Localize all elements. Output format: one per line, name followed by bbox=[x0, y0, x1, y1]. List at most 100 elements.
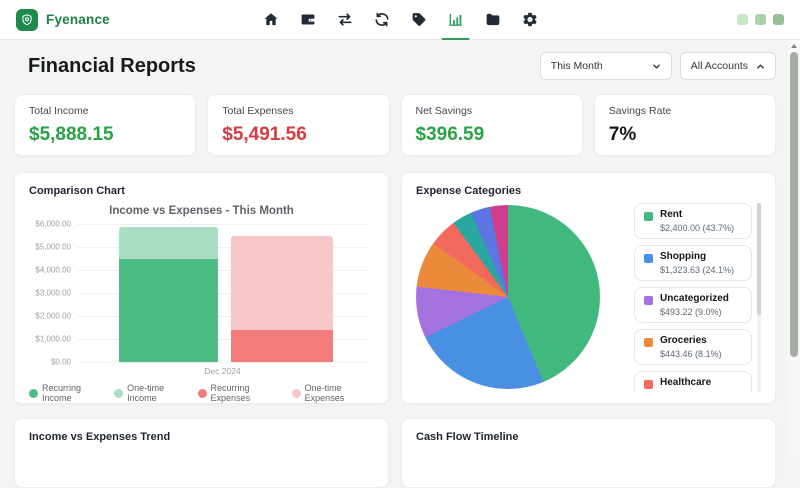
bar-segment-recurring-expenses bbox=[231, 329, 334, 362]
stat-label: Net Savings bbox=[415, 105, 473, 117]
nav-reports[interactable] bbox=[441, 0, 470, 40]
legend-label: One-time Income bbox=[127, 383, 165, 403]
gridline bbox=[77, 224, 368, 225]
stat-card: Net Savings $396.59 bbox=[400, 94, 583, 156]
wallet-icon bbox=[301, 14, 314, 25]
category-value: $2,400.00 (43.7%) bbox=[660, 223, 735, 233]
navbar: Fyenance bbox=[0, 0, 800, 40]
gridline bbox=[77, 339, 368, 340]
stat-label: Total Income bbox=[29, 105, 89, 117]
y-axis-tick: $5,000.00 bbox=[35, 242, 71, 252]
legend-label: One-time Expenses bbox=[304, 383, 345, 403]
page-scrollbar-thumb[interactable] bbox=[790, 52, 798, 357]
legend-label: Recurring Expenses bbox=[210, 383, 251, 403]
nav-categories[interactable] bbox=[407, 0, 431, 40]
stat-label: Total Expenses bbox=[222, 105, 294, 117]
period-select[interactable]: This Month bbox=[539, 52, 672, 80]
expense-card-title: Expense Categories bbox=[416, 185, 522, 197]
category-legend-item[interactable]: Healthcare bbox=[634, 371, 752, 393]
comparison-chart-card: Comparison Chart Income vs Expenses - Th… bbox=[14, 172, 389, 404]
income-bar[interactable] bbox=[119, 226, 219, 362]
comparison-card-title: Comparison Chart bbox=[29, 185, 125, 197]
category-text: Shopping $1,323.63 (24.1%) bbox=[660, 251, 734, 275]
category-swatch bbox=[644, 212, 653, 221]
gear-icon bbox=[522, 12, 537, 27]
gridline bbox=[77, 247, 368, 248]
nav-accounts[interactable] bbox=[296, 0, 320, 40]
category-label: Rent bbox=[660, 209, 683, 220]
nav-files[interactable] bbox=[481, 0, 505, 40]
category-label: Groceries bbox=[660, 335, 707, 346]
stats-row: Total Income $5,888.15 Total Expenses $5,49… bbox=[14, 94, 776, 156]
category-legend-item[interactable]: Shopping $1,323.63 (24.1%) bbox=[634, 245, 752, 281]
window-control-3[interactable] bbox=[773, 14, 784, 25]
bar-segment-one-time-income bbox=[119, 226, 219, 259]
y-axis-tick: $4,000.00 bbox=[35, 265, 71, 275]
page-scrollbar[interactable] bbox=[788, 40, 800, 457]
transfer-arrows-icon bbox=[337, 13, 352, 26]
category-swatch bbox=[644, 338, 653, 347]
bar-legend-item: One-time Expenses bbox=[291, 383, 374, 403]
nav-home[interactable] bbox=[259, 0, 283, 40]
category-value: $443.46 (8.1%) bbox=[660, 349, 722, 359]
chevron-down-icon bbox=[652, 63, 660, 69]
y-axis-tick: $0.00 bbox=[50, 357, 71, 367]
scroll-up-arrow-icon[interactable] bbox=[791, 44, 797, 48]
bar-legend-item: One-time Income bbox=[114, 383, 187, 403]
charts-row: Comparison Chart Income vs Expenses - Th… bbox=[14, 172, 776, 404]
trend-card-title: Income vs Expenses Trend bbox=[29, 431, 171, 443]
accounts-filter-button[interactable]: All Accounts bbox=[679, 52, 776, 80]
window-control-2[interactable] bbox=[755, 14, 766, 25]
window-control-1[interactable] bbox=[737, 14, 748, 25]
category-swatch bbox=[644, 380, 653, 389]
y-axis-tick: $1,000.00 bbox=[35, 334, 71, 344]
pie-legend: Rent $2,400.00 (43.7%) Shopping $1,323.63 (… bbox=[634, 203, 752, 393]
tag-icon bbox=[412, 13, 425, 26]
category-legend-item[interactable]: Groceries $443.46 (8.1%) bbox=[634, 329, 752, 365]
legend-scrollbar[interactable] bbox=[757, 203, 761, 393]
pie-chart[interactable] bbox=[416, 205, 600, 389]
nav-transactions[interactable] bbox=[333, 0, 357, 40]
nav-settings[interactable] bbox=[518, 0, 542, 40]
category-label: Shopping bbox=[660, 251, 707, 262]
gridline bbox=[77, 270, 368, 271]
category-value: $1,323.63 (24.1%) bbox=[660, 265, 735, 275]
chevron-up-icon bbox=[757, 63, 764, 69]
category-legend-item[interactable]: Rent $2,400.00 (43.7%) bbox=[634, 203, 752, 239]
category-legend-item[interactable]: Uncategorized $493.22 (9.0%) bbox=[634, 287, 752, 323]
pie-row: Rent $2,400.00 (43.7%) Shopping $1,323.63 (… bbox=[416, 203, 761, 393]
cashflow-card: Cash Flow Timeline bbox=[401, 418, 776, 488]
bar-chart-title: Income vs Expenses - This Month bbox=[109, 205, 294, 217]
bar-legend-item: Recurring Income bbox=[29, 383, 104, 403]
pie-legend-wrap: Rent $2,400.00 (43.7%) Shopping $1,323.63 (… bbox=[634, 203, 761, 393]
stat-value: $5,491.56 bbox=[222, 124, 307, 145]
bar-segment-one-time-expenses bbox=[231, 235, 334, 330]
legend-swatch bbox=[29, 388, 38, 398]
window-controls bbox=[737, 14, 784, 25]
accounts-filter-value: All Accounts bbox=[690, 60, 748, 72]
cashflow-card-title: Cash Flow Timeline bbox=[416, 431, 519, 443]
stat-value: $5,888.15 bbox=[29, 124, 114, 145]
stat-value: $396.59 bbox=[415, 124, 485, 145]
main-content: Financial Reports This Month All Account… bbox=[0, 40, 800, 488]
stat-card: Total Expenses $5,491.56 bbox=[207, 94, 390, 156]
expenses-bar[interactable] bbox=[231, 235, 334, 362]
gridline bbox=[77, 316, 368, 317]
stat-label: Savings Rate bbox=[608, 105, 672, 117]
gridline bbox=[77, 293, 368, 294]
legend-scrollbar-thumb[interactable] bbox=[757, 203, 761, 315]
shield-logo-icon bbox=[16, 8, 38, 31]
legend-label: Recurring Income bbox=[42, 383, 82, 403]
category-text: Rent $2,400.00 (43.7%) bbox=[660, 209, 734, 233]
legend-swatch bbox=[291, 388, 301, 398]
nav-icons bbox=[259, 0, 542, 40]
y-axis-tick: $2,000.00 bbox=[35, 311, 71, 321]
category-text: Groceries $443.46 (8.1%) bbox=[660, 335, 722, 359]
brand[interactable]: Fyenance bbox=[16, 8, 110, 31]
y-axis-tick: $6,000.00 bbox=[35, 219, 71, 229]
sync-icon bbox=[374, 12, 389, 27]
nav-recurring[interactable] bbox=[370, 0, 394, 40]
stat-card: Savings Rate 7% bbox=[593, 94, 776, 156]
category-text: Healthcare bbox=[660, 377, 711, 391]
y-axis-tick: $3,000.00 bbox=[35, 288, 71, 298]
